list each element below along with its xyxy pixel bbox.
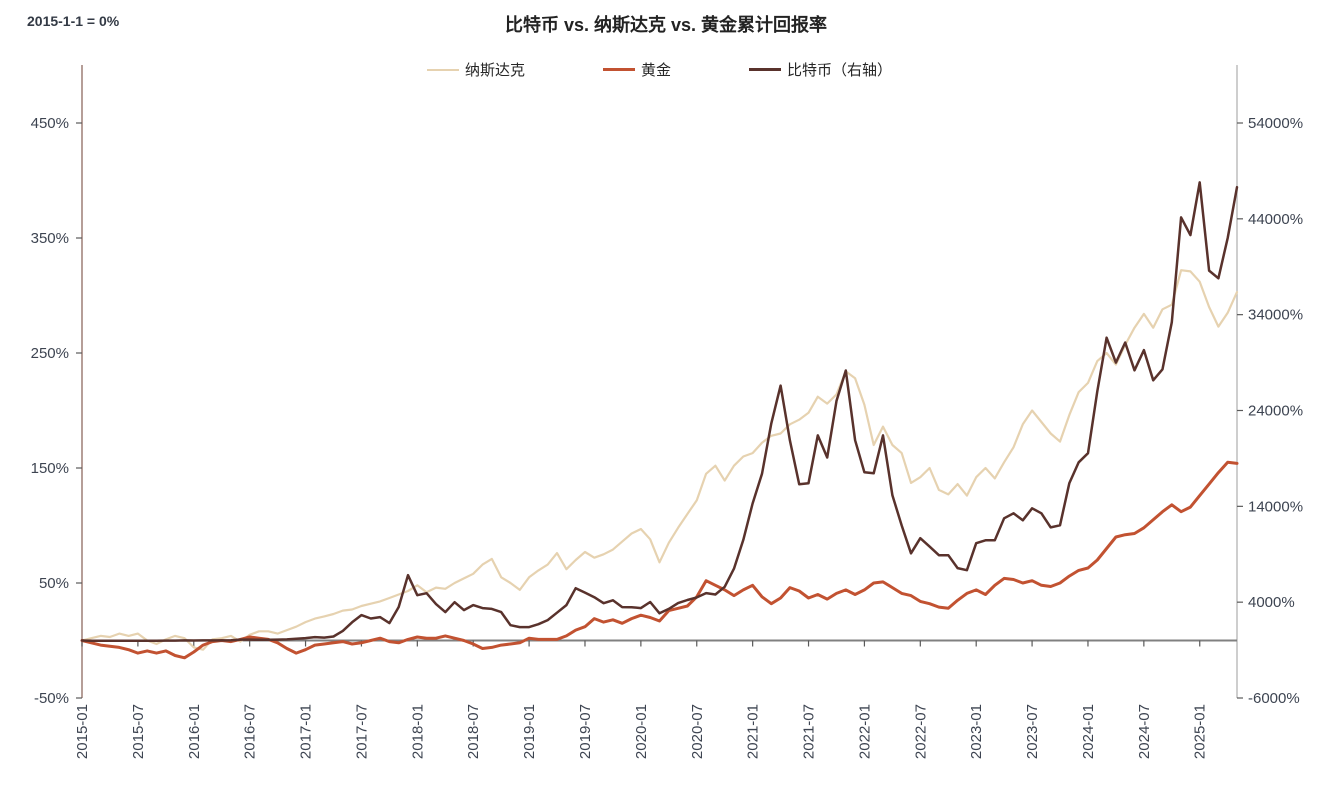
x-axis-tick-label: 2016-01: [186, 704, 203, 759]
legend-item-nasdaq: 纳斯达克: [426, 59, 525, 80]
right-axis-tick-label: 4000%: [1248, 594, 1295, 611]
bitcoin-line-swatch-icon: [749, 68, 781, 71]
x-axis-tick-label: 2019-01: [521, 704, 538, 759]
chart-title: 比特币 vs. 纳斯达克 vs. 黄金累计回报率: [504, 15, 828, 35]
right-axis-tick-label: 44000%: [1248, 211, 1303, 228]
gold-line-swatch-icon: [602, 68, 635, 71]
series-line-0: [80, 269, 1239, 651]
left-axis-tick-label: -50%: [34, 690, 69, 707]
x-axis-tick-label: 2021-07: [801, 704, 818, 759]
right-axis-tick-label: 34000%: [1248, 307, 1303, 324]
right-axis-tick-label: 24000%: [1248, 403, 1303, 420]
x-axis-tick-label: 2023-01: [968, 704, 985, 759]
nasdaq-line-swatch-icon: [426, 68, 459, 71]
x-axis-tick-label: 2022-07: [912, 704, 929, 759]
x-axis-tick-label: 2015-07: [130, 704, 147, 759]
left-axis-tick-label: 250%: [31, 345, 69, 362]
x-axis-tick-label: 2017-07: [353, 704, 370, 759]
left-axis-tick-label: 350%: [31, 230, 69, 247]
baseline-note: 2015-1-1 = 0%: [27, 13, 120, 29]
series-line-1: [80, 460, 1239, 660]
left-axis-tick-label: 150%: [31, 460, 69, 477]
right-axis-tick-label: -6000%: [1248, 690, 1300, 707]
series-line-2: [80, 181, 1239, 642]
x-axis-tick-label: 2024-01: [1080, 704, 1097, 759]
chart-legend: 纳斯达克 黄金 比特币（右轴）: [82, 59, 1237, 80]
legend-item-bitcoin: 比特币（右轴）: [749, 59, 892, 80]
legend-label-nasdaq: 纳斯达克: [464, 62, 525, 79]
x-axis-tick-label: 2023-07: [1024, 704, 1041, 759]
left-axis-tick-label: 450%: [31, 115, 69, 132]
x-axis-tick-label: 2024-07: [1136, 704, 1153, 759]
x-axis-tick-label: 2021-01: [745, 704, 762, 759]
x-axis-tick-label: 2018-01: [409, 704, 426, 759]
x-axis-tick-label: 2016-07: [242, 704, 259, 759]
x-axis-tick-label: 2017-01: [298, 704, 315, 759]
x-axis-tick-label: 2015-01: [74, 704, 91, 759]
x-axis-tick-label: 2025-01: [1192, 704, 1209, 759]
right-axis-tick-label: 14000%: [1248, 498, 1303, 515]
x-axis-tick-label: 2018-07: [465, 704, 482, 759]
legend-item-gold: 黄金: [602, 59, 671, 80]
legend-label-gold: 黄金: [640, 62, 671, 79]
x-axis-tick-label: 2022-01: [856, 704, 873, 759]
right-axis-tick-label: 54000%: [1248, 115, 1303, 132]
x-axis-tick-label: 2020-01: [633, 704, 650, 759]
x-axis-tick-label: 2019-07: [577, 704, 594, 759]
legend-label-bitcoin: 比特币（右轴）: [787, 62, 893, 79]
left-axis-tick-label: 50%: [39, 575, 69, 592]
x-axis-tick-label: 2020-07: [689, 704, 706, 759]
